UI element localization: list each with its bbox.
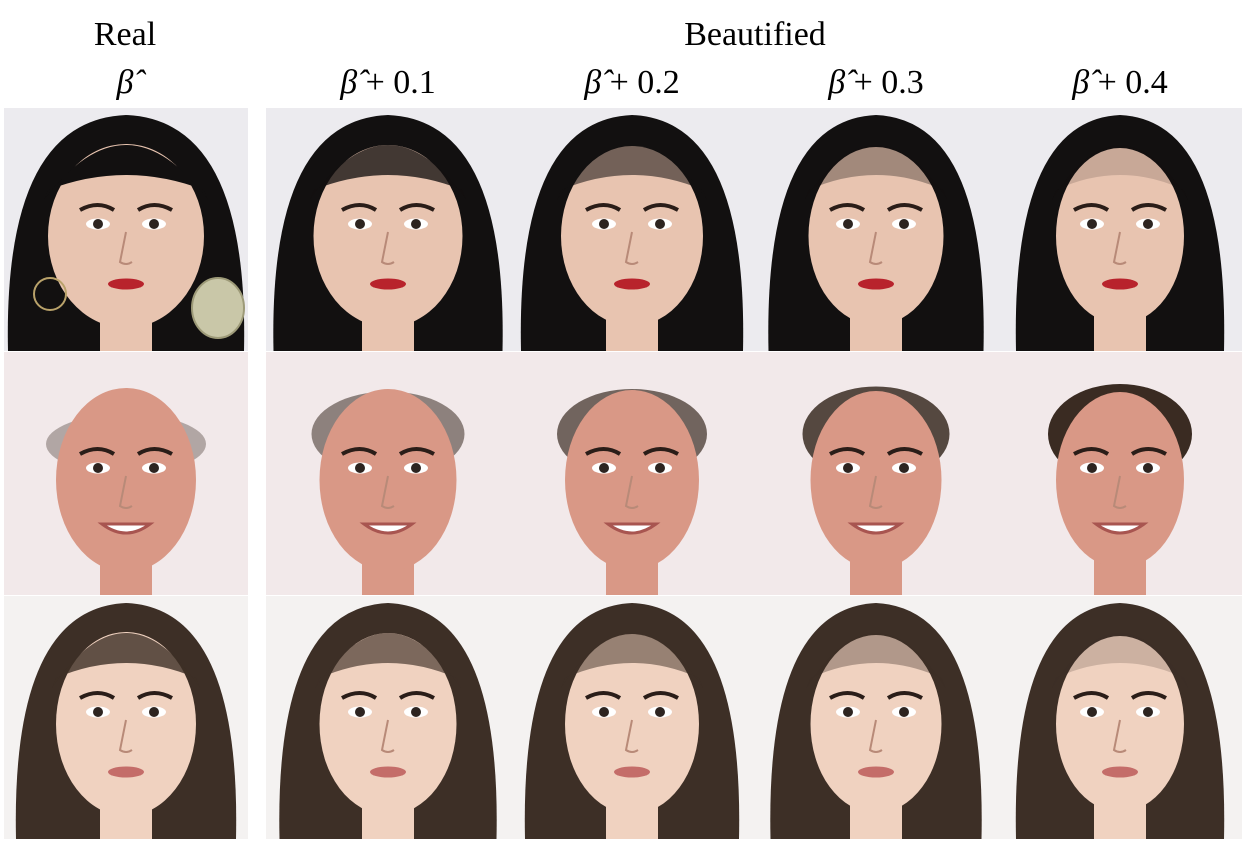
column-header-1: β̂ + 0.1 bbox=[266, 64, 510, 102]
face-image bbox=[754, 108, 998, 351]
face-image bbox=[266, 108, 510, 351]
face-image bbox=[266, 596, 510, 839]
beautified-header: Beautified bbox=[262, 16, 1248, 54]
real-label: Real bbox=[93, 16, 157, 53]
beta-hat-symbol: β̂ bbox=[340, 64, 358, 101]
beta-hat-symbol: β̂ bbox=[828, 64, 846, 101]
face-image bbox=[4, 108, 248, 351]
beta-offset: + 0.1 bbox=[357, 64, 436, 101]
face-image bbox=[4, 352, 248, 595]
beautified-label: Beautified bbox=[684, 16, 826, 53]
beta-hat-symbol: β̂ bbox=[116, 64, 134, 101]
beta-offset: + 0.3 bbox=[845, 64, 924, 101]
column-header-3: β̂ + 0.3 bbox=[754, 64, 998, 102]
face-image bbox=[754, 596, 998, 839]
beta-offset: + 0.4 bbox=[1089, 64, 1168, 101]
face-image bbox=[998, 108, 1242, 351]
face-image bbox=[4, 596, 248, 839]
face-image bbox=[754, 352, 998, 595]
column-header-2: β̂ + 0.2 bbox=[510, 64, 754, 102]
face-image bbox=[510, 352, 754, 595]
face-image bbox=[266, 352, 510, 595]
column-header-0: β̂ bbox=[0, 64, 250, 102]
real-header: Real bbox=[0, 16, 250, 54]
beta-offset: + 0.2 bbox=[601, 64, 680, 101]
face-image bbox=[998, 596, 1242, 839]
face-image bbox=[510, 596, 754, 839]
face-image bbox=[998, 352, 1242, 595]
beta-hat-symbol: β̂ bbox=[584, 64, 602, 101]
face-image bbox=[510, 108, 754, 351]
beta-hat-symbol: β̂ bbox=[1072, 64, 1090, 101]
column-header-4: β̂ + 0.4 bbox=[998, 64, 1242, 102]
